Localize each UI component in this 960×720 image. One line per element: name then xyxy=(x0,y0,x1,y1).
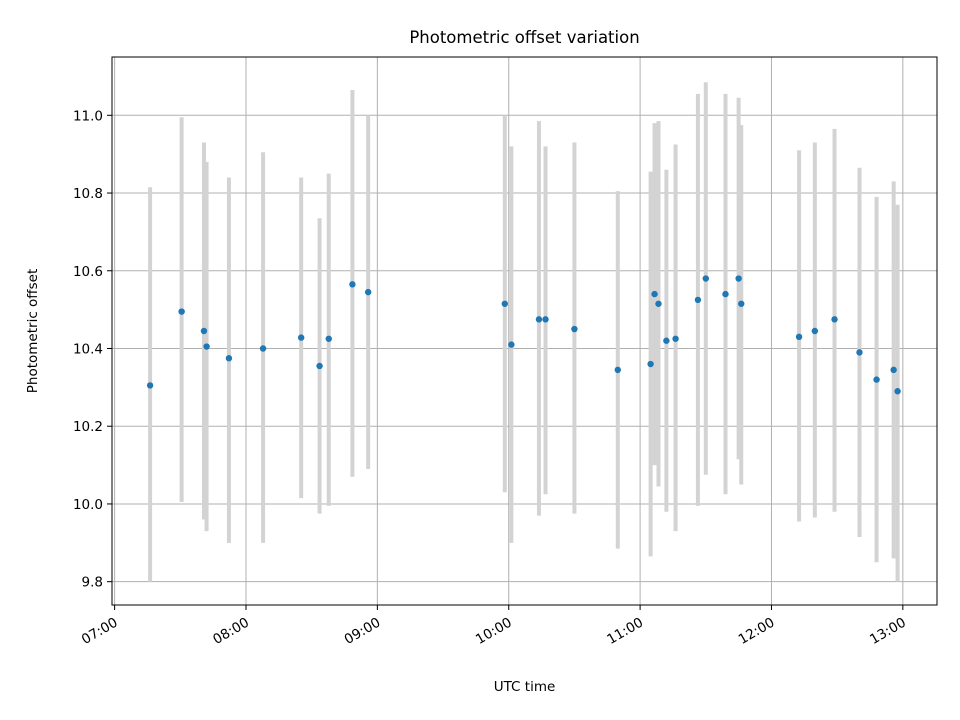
data-point xyxy=(203,343,210,350)
data-point xyxy=(672,335,679,342)
data-point xyxy=(663,337,670,344)
data-point xyxy=(735,275,742,282)
data-point xyxy=(325,335,332,342)
grid-lines xyxy=(112,57,937,605)
data-point xyxy=(535,316,543,323)
data-point xyxy=(647,360,654,368)
data-point xyxy=(542,316,549,323)
y-axis-label: Photometric offset xyxy=(25,269,41,393)
data-point xyxy=(831,316,838,323)
data-point xyxy=(651,290,658,298)
chart-title: Photometric offset variation xyxy=(409,28,639,47)
data-point xyxy=(614,366,621,374)
data-point xyxy=(178,308,185,315)
data-point xyxy=(200,327,208,335)
data-point xyxy=(225,355,233,362)
y-tick-label: 10.4 xyxy=(73,341,103,357)
data-point xyxy=(873,376,880,383)
data-point xyxy=(894,388,901,395)
data-point xyxy=(655,300,662,307)
data-point xyxy=(702,275,709,282)
data-point xyxy=(259,345,267,352)
data-points xyxy=(146,275,901,395)
data-point xyxy=(738,300,745,307)
data-point xyxy=(856,349,863,356)
data-point xyxy=(316,362,323,370)
data-point xyxy=(795,333,803,341)
data-point xyxy=(571,325,578,333)
data-point xyxy=(349,281,356,288)
data-point xyxy=(722,290,729,298)
x-axis-label: UTC time xyxy=(494,679,556,695)
data-point xyxy=(501,300,508,307)
y-tick-label: 10.0 xyxy=(73,497,103,513)
y-tick-label: 9.8 xyxy=(82,575,103,591)
data-point xyxy=(508,341,515,348)
data-point xyxy=(146,382,154,389)
data-point xyxy=(811,327,819,335)
y-tick-label: 11.0 xyxy=(73,108,103,124)
y-tick-label: 10.8 xyxy=(73,186,103,202)
data-point xyxy=(297,334,305,341)
data-point xyxy=(694,296,702,304)
y-tick-label: 10.6 xyxy=(73,264,103,280)
y-axis-ticks: 9.8 10.0 10.2 10.4 10.6 10.8 11.0 xyxy=(73,108,112,591)
data-point xyxy=(364,288,372,296)
y-tick-label: 10.2 xyxy=(73,419,103,435)
data-point xyxy=(890,366,897,374)
plot-frame xyxy=(111,56,938,606)
